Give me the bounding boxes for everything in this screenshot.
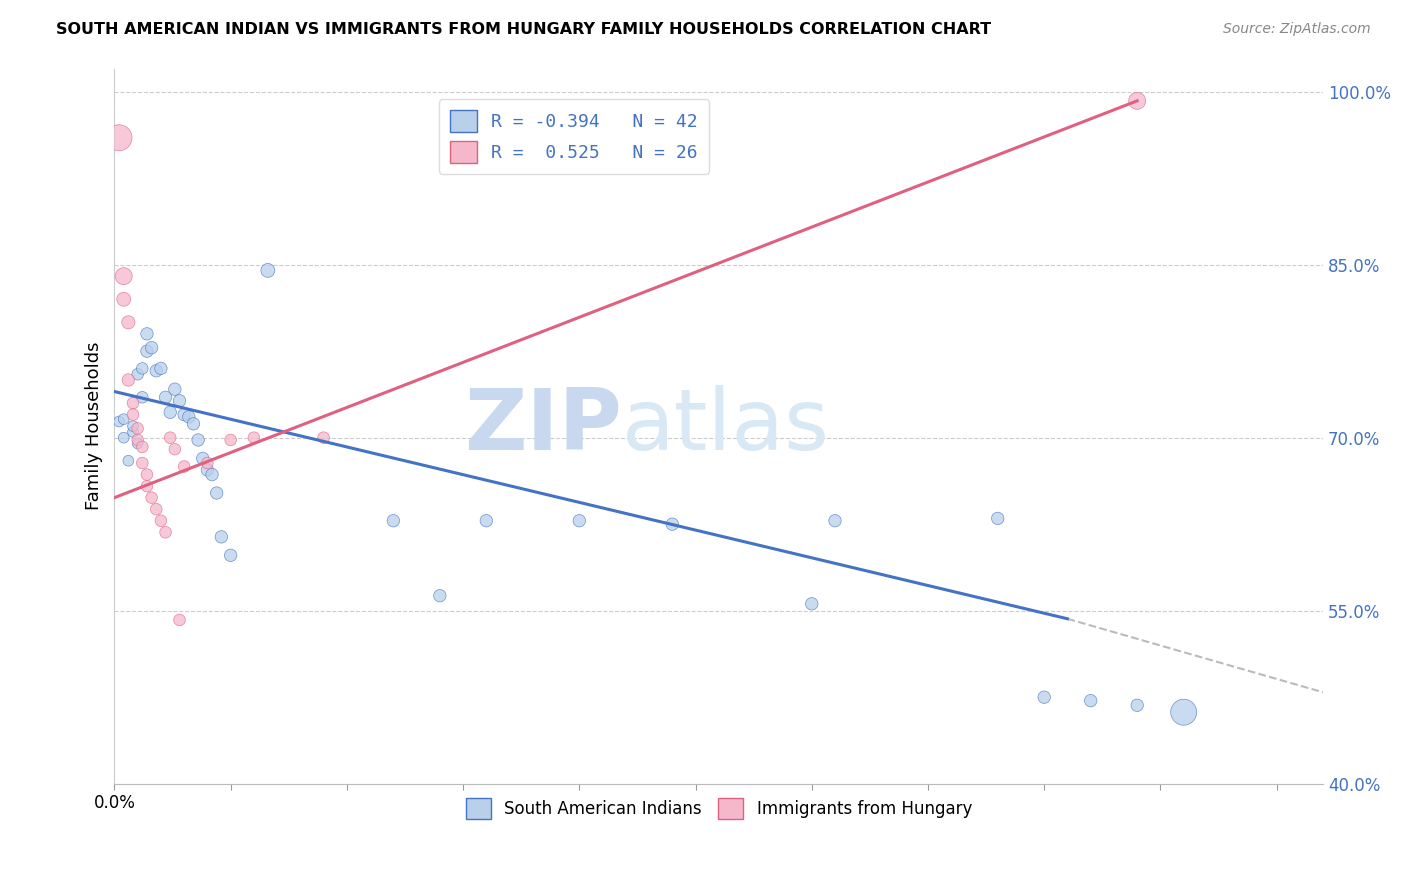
Point — [131, 440, 153, 454]
Point — [169, 613, 191, 627]
Point — [117, 454, 139, 468]
Point — [382, 514, 405, 528]
Point — [1173, 705, 1195, 719]
Point — [219, 433, 242, 447]
Legend: South American Indians, Immigrants from Hungary: South American Indians, Immigrants from … — [458, 792, 979, 825]
Point — [187, 433, 209, 447]
Point — [183, 417, 205, 431]
Point — [122, 396, 145, 410]
Point — [112, 412, 135, 426]
Point — [112, 292, 135, 306]
Text: SOUTH AMERICAN INDIAN VS IMMIGRANTS FROM HUNGARY FAMILY HOUSEHOLDS CORRELATION C: SOUTH AMERICAN INDIAN VS IMMIGRANTS FROM… — [56, 22, 991, 37]
Point — [173, 408, 195, 422]
Point — [159, 431, 181, 445]
Text: Source: ZipAtlas.com: Source: ZipAtlas.com — [1223, 22, 1371, 37]
Point — [163, 382, 186, 396]
Point — [155, 525, 177, 540]
Point — [1126, 698, 1149, 713]
Point — [1080, 694, 1102, 708]
Point — [1126, 94, 1149, 108]
Point — [127, 433, 149, 447]
Point — [122, 425, 145, 439]
Point — [256, 263, 278, 277]
Point — [127, 421, 149, 435]
Point — [136, 326, 159, 341]
Point — [201, 467, 224, 482]
Point — [824, 514, 846, 528]
Point — [127, 368, 149, 382]
Point — [149, 514, 172, 528]
Point — [117, 315, 139, 329]
Text: ZIP: ZIP — [464, 384, 621, 467]
Point — [131, 456, 153, 470]
Point — [163, 442, 186, 457]
Y-axis label: Family Households: Family Households — [86, 342, 103, 510]
Point — [112, 431, 135, 445]
Point — [155, 390, 177, 404]
Point — [312, 431, 335, 445]
Point — [191, 451, 214, 466]
Point — [131, 390, 153, 404]
Point — [197, 463, 219, 477]
Point — [127, 436, 149, 450]
Point — [141, 491, 163, 505]
Point — [169, 393, 191, 408]
Point — [475, 514, 498, 528]
Point — [1033, 690, 1056, 705]
Point — [117, 373, 139, 387]
Point — [173, 459, 195, 474]
Point — [122, 419, 145, 434]
Point — [197, 456, 219, 470]
Point — [149, 361, 172, 376]
Point — [122, 408, 145, 422]
Point — [145, 502, 167, 516]
Point — [159, 405, 181, 419]
Point — [141, 341, 163, 355]
Point — [136, 344, 159, 359]
Point — [108, 415, 131, 429]
Point — [209, 530, 232, 544]
Point — [136, 467, 159, 482]
Point — [205, 486, 228, 500]
Point — [429, 589, 451, 603]
Text: atlas: atlas — [621, 384, 830, 467]
Point — [177, 409, 200, 424]
Point — [112, 269, 135, 284]
Point — [136, 479, 159, 493]
Point — [108, 130, 131, 145]
Point — [131, 361, 153, 376]
Point — [800, 597, 823, 611]
Point — [243, 431, 266, 445]
Point — [219, 549, 242, 563]
Point — [145, 364, 167, 378]
Point — [661, 517, 683, 532]
Point — [987, 511, 1010, 525]
Point — [568, 514, 591, 528]
